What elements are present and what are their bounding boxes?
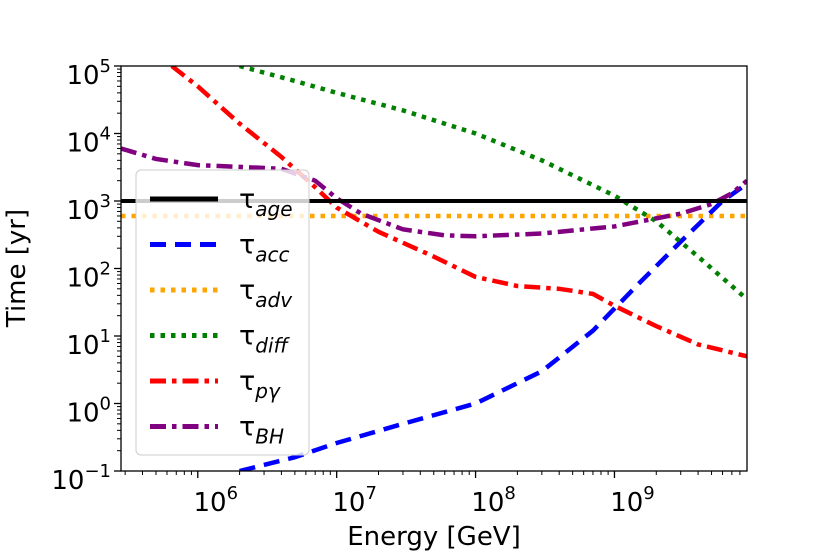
y-axis: 10−1 100 101 102 103 104 105 xyxy=(51,56,121,496)
y-tick-label: 105 xyxy=(66,56,111,91)
series-line-diff xyxy=(239,66,747,301)
x-tick-label: 109 xyxy=(610,483,655,518)
y-axis-label: Time [yr] xyxy=(2,209,32,328)
y-tick-label: 104 xyxy=(66,124,111,159)
legend-label-diff: τdiff xyxy=(239,321,291,358)
legend-label-acc: τacc xyxy=(239,230,290,267)
y-tick-label: 102 xyxy=(66,259,111,294)
legend-label-pgamma: τpγ xyxy=(239,366,281,403)
legend-label-adv: τadv xyxy=(239,275,293,312)
series-line-bh xyxy=(121,146,747,239)
legend-box xyxy=(135,169,310,456)
x-tick-label: 108 xyxy=(471,483,516,518)
y-tick-label: 10−1 xyxy=(51,461,111,496)
y-tick-label: 103 xyxy=(66,191,111,226)
x-axis: 106 107 108 109 xyxy=(124,471,741,518)
series-line-acc xyxy=(239,181,747,471)
legend: τage τacc τadv τdiff τpγ τBH xyxy=(135,169,310,456)
x-tick-label: 106 xyxy=(194,483,239,518)
series-line-pgamma xyxy=(170,66,747,359)
y-tick-label: 100 xyxy=(66,394,111,429)
x-tick-label: 107 xyxy=(332,483,377,518)
legend-label-age: τage xyxy=(239,184,293,221)
legend-label-bh: τBH xyxy=(239,412,284,449)
y-tick-label: 101 xyxy=(66,326,111,361)
x-axis-label: Energy [GeV] xyxy=(347,522,521,552)
